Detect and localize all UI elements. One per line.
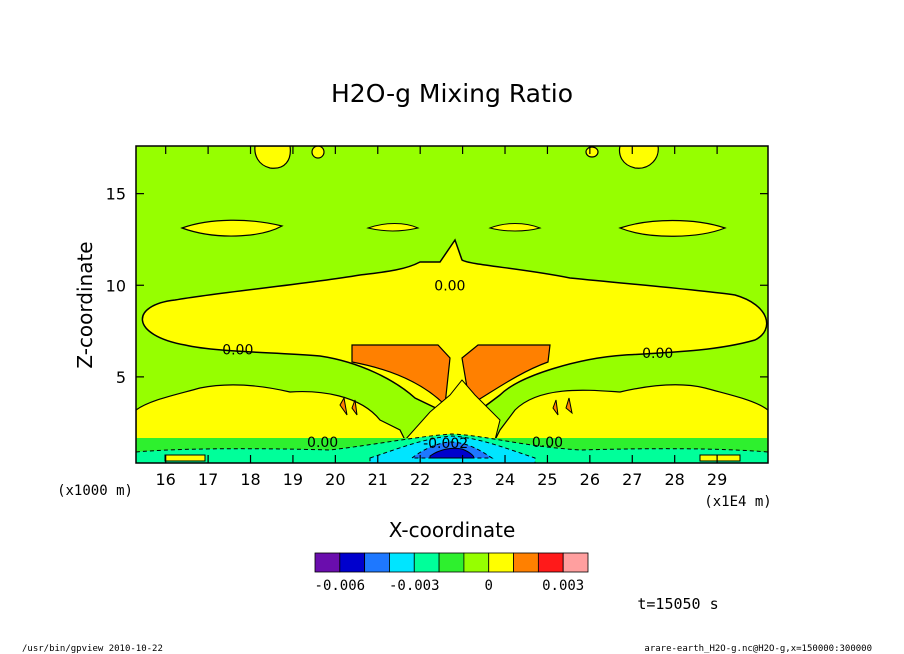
yellow-low-right xyxy=(494,384,768,441)
colorbar-swatch xyxy=(339,552,366,573)
colorbar-swatch xyxy=(537,552,564,573)
yellow-lens-left xyxy=(180,219,284,237)
footer-left: /usr/bin/gpview 2010-10-22 xyxy=(22,644,163,654)
yellow-lens-small-right xyxy=(488,223,542,232)
x-unit-label: (x1E4 m) xyxy=(704,494,771,510)
y-axis: 5 10 15 xyxy=(106,185,768,387)
x-tick-label: 27 xyxy=(622,470,642,489)
y-axis-label: Z-coordinate xyxy=(73,241,97,368)
x-tick-label: 24 xyxy=(495,470,515,489)
colorbar-tick-label: 0.003 xyxy=(542,578,584,594)
x-tick-label: 21 xyxy=(368,470,388,489)
yellow-blob-top-center-right xyxy=(585,146,599,158)
contour-label: 0.00 xyxy=(434,278,465,294)
y-tick-label: 15 xyxy=(106,185,126,204)
x-tick-label: 20 xyxy=(325,470,345,489)
yellow-cloud-region xyxy=(141,238,768,411)
contour-label: -0.002 xyxy=(423,436,468,452)
x-tick-label: 17 xyxy=(198,470,218,489)
x-tick-label: 22 xyxy=(410,470,430,489)
contour-label: 0.00 xyxy=(642,346,673,362)
y-tick-label: 10 xyxy=(106,276,126,295)
colorbar-swatch xyxy=(562,552,589,573)
x-tick-label: 23 xyxy=(452,470,472,489)
contour-label: 0.00 xyxy=(307,435,338,451)
x-axis: 16 17 18 19 20 21 22 23 24 25 26 27 28 29 xyxy=(156,146,727,489)
x-tick-label: 18 xyxy=(240,470,260,489)
x-tick-label: 25 xyxy=(537,470,557,489)
yellow-blob-top-left xyxy=(254,146,291,169)
colorbar-swatch xyxy=(413,552,440,573)
yellow-strip-right xyxy=(699,454,741,462)
orange-speck-1 xyxy=(339,396,348,416)
colorbar-swatch xyxy=(513,552,539,573)
y-tick-label: 5 xyxy=(116,368,126,387)
yellow-blob-top-center-left xyxy=(311,146,325,159)
yellow-low-left xyxy=(136,384,406,441)
plot-frame xyxy=(135,145,769,464)
footer-right: arare-earth_H2O-g.nc@H2O-g,x=150000:3000… xyxy=(644,644,872,654)
chart-title: H2O-g Mixing Ratio xyxy=(331,79,573,108)
orange-speck-4 xyxy=(565,397,573,415)
colorbar-swatch xyxy=(438,552,465,573)
x-axis-label: X-coordinate xyxy=(389,518,516,542)
contour-labels: 0.00 0.00 0.00 0.00 0.00 -0.002 xyxy=(222,278,673,452)
x-tick-label: 19 xyxy=(283,470,303,489)
colorbar-tick-label: -0.006 xyxy=(315,578,366,594)
colorbar xyxy=(314,552,589,573)
y-unit-label: (x1000 m) xyxy=(57,483,133,499)
orange-speck-3 xyxy=(552,399,559,416)
orange-region-left xyxy=(351,344,451,407)
colorbar-swatch xyxy=(463,552,490,573)
contour-field xyxy=(136,146,768,463)
x-tick-label: 29 xyxy=(707,470,727,489)
colorbar-swatch xyxy=(314,552,341,573)
colorbar-swatch xyxy=(488,552,514,573)
yellow-lens-right xyxy=(618,219,727,237)
contour-label: 0.00 xyxy=(532,435,563,451)
yellow-blob-top-right xyxy=(618,146,659,169)
orange-speck-2 xyxy=(351,399,358,416)
colorbar-swatch xyxy=(364,552,390,573)
x-tick-label: 28 xyxy=(665,470,685,489)
time-label: t=15050 s xyxy=(637,595,718,613)
x-tick-label: 16 xyxy=(156,470,176,489)
colorbar-swatch xyxy=(389,552,415,573)
yellow-strip-left xyxy=(164,454,206,462)
yellow-low-center xyxy=(403,379,501,441)
colorbar-tick-labels: -0.006 -0.003 0 0.003 xyxy=(315,578,585,594)
colorbar-tick-label: -0.003 xyxy=(389,578,440,594)
colorbar-tick-label: 0 xyxy=(485,578,493,594)
x-tick-label: 26 xyxy=(580,470,600,489)
yellow-lens-small-left xyxy=(366,223,420,232)
contour-label: 0.00 xyxy=(222,342,253,358)
